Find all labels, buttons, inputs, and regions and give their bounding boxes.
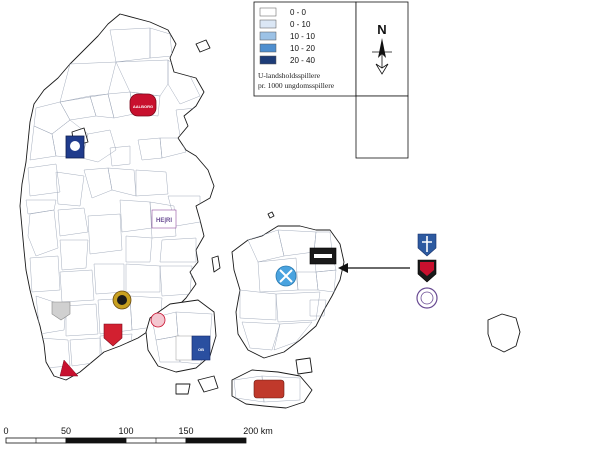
north-label: N [377,22,386,37]
municipality [315,269,337,293]
crest-side-2 [417,259,437,283]
crest-side-3 [416,287,438,309]
municipality [135,169,169,197]
crest-vejle [150,312,166,328]
municipality [29,255,61,293]
municipality [27,163,61,197]
legend-label: 0 - 0 [290,8,307,17]
legend-label: 0 - 10 [290,20,311,29]
municipality [149,201,177,239]
municipality [109,27,151,63]
legend-swatch [259,7,277,17]
island [197,375,219,393]
municipality [241,321,281,351]
municipality [125,263,161,293]
svg-text:OB: OB [198,347,204,352]
crest-south-jutland [59,359,79,377]
pointer-arrow [338,263,410,273]
municipality [273,321,313,351]
municipality [109,145,131,167]
scale-tick-200: 200 km [243,426,273,436]
municipality [59,61,117,103]
svg-text:HE|RI: HE|RI [156,218,172,224]
crest-brondby [275,265,297,287]
legend-label: 20 - 40 [290,56,315,65]
municipality [59,269,95,303]
scale-tick-100: 100 [118,426,133,436]
legend-label: 10 - 20 [290,44,315,53]
crest-agf [51,301,71,321]
municipality [159,237,197,263]
zealand [231,225,345,359]
municipality [257,257,299,293]
crest-fredericia [112,290,132,310]
crest-viborg [65,135,85,159]
island [175,383,191,395]
island-mon [295,357,313,375]
municipality [59,239,89,271]
legend-swatch [259,19,277,29]
legend-swatch [259,43,277,53]
svg-text:AALBORG: AALBORG [133,104,153,109]
crest-odense: OB [175,335,211,361]
crest-herning: HE|RI [151,209,177,229]
municipality [25,199,57,215]
municipality [65,303,99,337]
scale-tick-150: 150 [178,426,193,436]
island-anholt [267,211,275,219]
legend-swatch [259,31,277,41]
scale-tick-50: 50 [61,426,71,436]
municipality [275,291,321,323]
scale-tick-0: 0 [3,426,8,436]
crest-fc-copenhagen [309,247,337,265]
legend-swatch [259,55,277,65]
north-arrow: N [355,1,409,159]
legend-note-line1: U-landsholdsspillere [258,71,321,80]
crest-esbjerg [103,323,123,347]
municipality [309,299,327,317]
municipality [159,137,187,159]
municipality [125,235,153,263]
scale-bar: 0 50 100 150 200 km [3,426,273,444]
bornholm [487,313,521,353]
island-samso [211,255,221,273]
crest-side-1 [417,233,437,257]
island-laeso [195,39,211,53]
municipality [239,289,277,321]
legend: 0 - 0 0 - 10 10 - 10 10 - 20 20 - 40 U-lands… [253,1,357,97]
legend-note-line2: pr. 1000 ungdomsspillere [258,81,335,90]
municipality [87,213,123,255]
municipality [115,59,169,97]
municipality [57,207,89,237]
crest-lolland [253,379,285,399]
municipality [89,93,115,119]
crest-aalborg: AALBORG [129,93,157,117]
municipality [55,171,85,207]
legend-label: 10 - 10 [290,32,315,41]
